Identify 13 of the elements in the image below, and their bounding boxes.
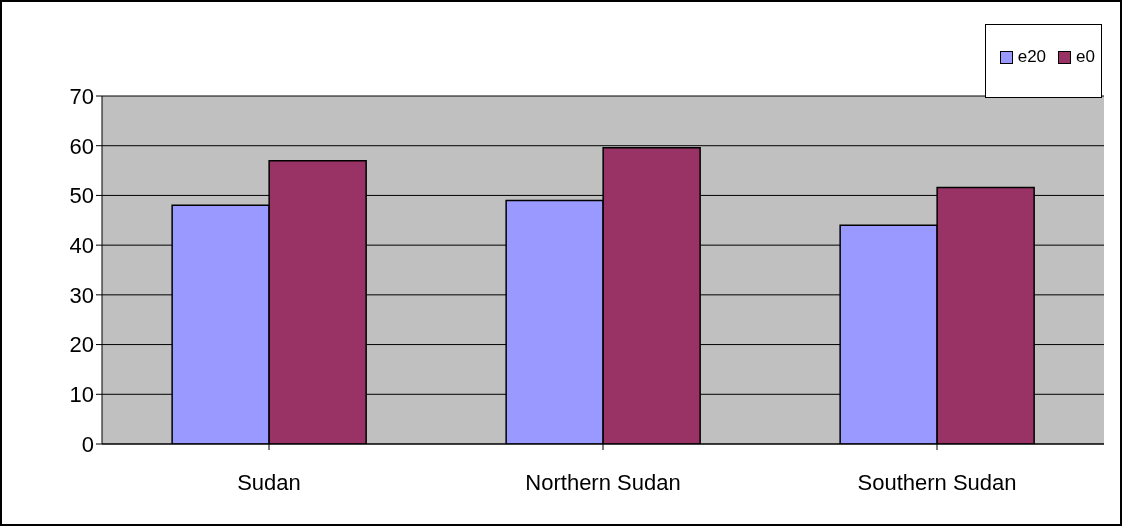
y-tick-label: 60 xyxy=(69,133,94,159)
y-tick-label: 70 xyxy=(69,83,94,109)
y-tick-label: 20 xyxy=(69,332,94,358)
legend-label: e0 xyxy=(1075,47,1095,67)
y-tick-label: 50 xyxy=(69,183,94,209)
legend-label: e20 xyxy=(1016,47,1047,67)
x-tick-label: Northern Sudan xyxy=(525,469,681,495)
x-tick-label: Southern Sudan xyxy=(857,469,1017,495)
x-tick-label: Sudan xyxy=(237,469,301,495)
y-tick-label: 30 xyxy=(69,282,94,308)
y-tick-label: 0 xyxy=(81,431,94,457)
y-tick-label: 10 xyxy=(69,382,94,408)
y-tick-label: 40 xyxy=(69,232,94,258)
